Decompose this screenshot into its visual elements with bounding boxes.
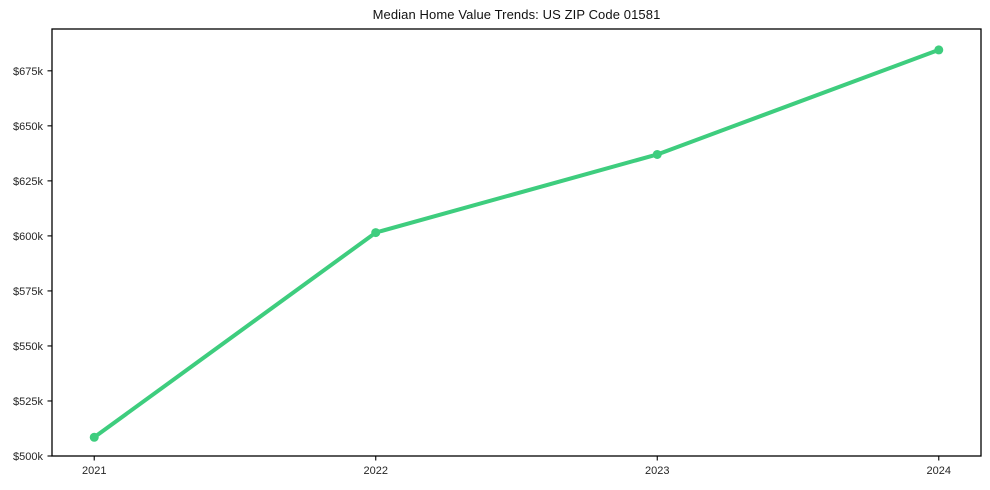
x-tick-label: 2024 — [927, 465, 951, 477]
x-tick-label: 2022 — [364, 465, 388, 477]
y-tick-label: $600k — [13, 231, 43, 243]
y-tick-label: $500k — [13, 451, 43, 463]
data-point-2022 — [371, 228, 381, 238]
data-point-2023 — [652, 149, 662, 159]
y-tick-label: $625k — [13, 176, 43, 188]
chart-title: Median Home Value Trends: US ZIP Code 01… — [372, 7, 661, 22]
trend-line — [92, 47, 941, 440]
y-tick-label: $550k — [13, 341, 43, 353]
y-tick-label: $650k — [13, 121, 43, 133]
x-tick-label: 2021 — [82, 465, 106, 477]
y-tick-label: $525k — [13, 396, 43, 408]
y-tick-label: $575k — [13, 286, 43, 298]
x-tick-label: 2023 — [645, 465, 669, 477]
y-tick-label: $675k — [13, 66, 43, 78]
data-point-2021 — [89, 432, 99, 442]
plot-frame — [51, 28, 982, 457]
data-point-2024 — [934, 45, 944, 55]
